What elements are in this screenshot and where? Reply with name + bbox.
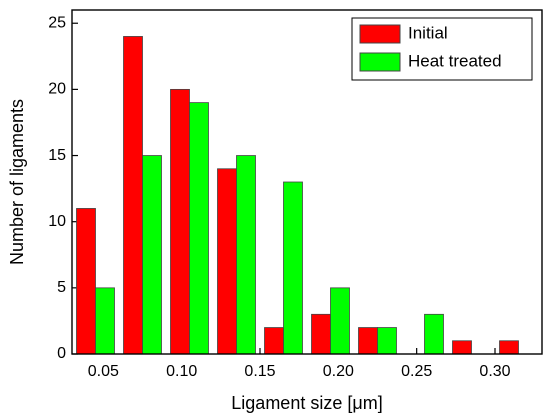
y-tick-label: 25 [48,14,66,31]
x-tick-label: 0.10 [166,363,197,380]
y-tick-label: 5 [57,279,66,296]
bar [217,168,237,355]
bar [264,327,284,355]
bar [283,181,303,355]
y-tick-label: 20 [48,81,66,98]
bar [236,155,256,355]
x-axis-title: Ligament size [μm] [231,393,382,413]
y-tick-label: 10 [48,213,66,230]
bar [95,287,115,355]
bar [452,340,472,355]
bar [377,327,397,355]
x-tick-label: 0.15 [244,363,275,380]
bar [123,36,143,355]
legend-swatch [359,24,401,44]
y-axis-title: Number of ligaments [7,99,27,265]
bar [330,287,350,355]
bar [499,340,519,355]
bar [358,327,378,355]
bar [76,208,96,355]
bar [189,102,209,355]
x-tick-label: 0.25 [401,363,432,380]
bar [170,88,190,355]
x-tick-label: 0.20 [323,363,354,380]
legend-label: Heat treated [408,51,502,70]
y-tick-label: 15 [48,147,66,164]
x-tick-label: 0.05 [88,363,119,380]
legend-swatch [359,52,401,72]
legend-label: Initial [408,23,448,42]
plot-frame [71,9,543,355]
bar [424,313,444,355]
bar [311,313,331,355]
x-tick-label: 0.30 [479,363,510,380]
bar [142,155,162,355]
y-tick-label: 0 [57,345,66,362]
